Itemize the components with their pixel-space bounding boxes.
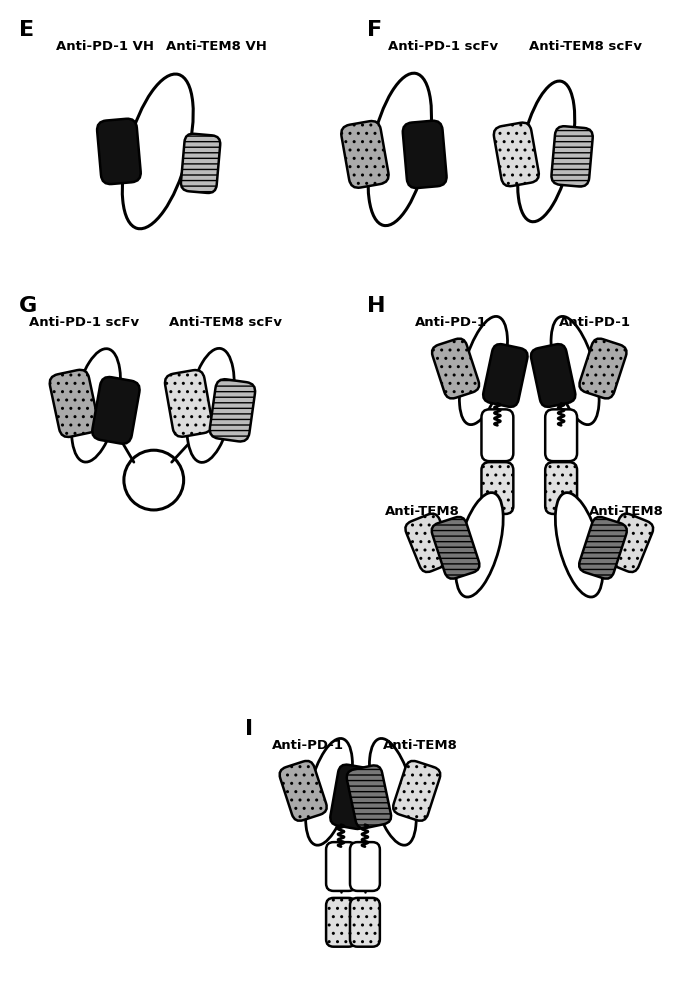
FancyBboxPatch shape [97, 119, 141, 184]
FancyBboxPatch shape [405, 514, 454, 572]
Text: E: E [19, 20, 35, 40]
FancyBboxPatch shape [50, 370, 99, 437]
Ellipse shape [555, 493, 603, 597]
FancyBboxPatch shape [545, 409, 577, 461]
FancyBboxPatch shape [531, 344, 575, 407]
Ellipse shape [71, 349, 121, 462]
FancyBboxPatch shape [350, 898, 380, 947]
FancyBboxPatch shape [482, 409, 514, 461]
Ellipse shape [518, 81, 575, 222]
FancyBboxPatch shape [483, 344, 527, 407]
Text: Anti-TEM8 VH: Anti-TEM8 VH [166, 40, 266, 53]
Text: Anti-TEM8: Anti-TEM8 [383, 739, 458, 752]
Text: I: I [246, 719, 253, 739]
Text: G: G [19, 296, 37, 316]
Ellipse shape [459, 316, 507, 425]
Text: Anti-PD-1: Anti-PD-1 [559, 316, 631, 329]
FancyBboxPatch shape [350, 842, 380, 891]
Text: Anti-PD-1 scFv: Anti-PD-1 scFv [29, 316, 139, 329]
FancyBboxPatch shape [604, 514, 653, 572]
FancyBboxPatch shape [403, 121, 447, 188]
Text: Anti-TEM8 scFv: Anti-TEM8 scFv [169, 316, 282, 329]
FancyBboxPatch shape [482, 462, 514, 514]
Ellipse shape [122, 74, 193, 229]
FancyBboxPatch shape [432, 517, 480, 579]
FancyBboxPatch shape [181, 134, 220, 193]
Ellipse shape [305, 738, 353, 845]
FancyBboxPatch shape [326, 842, 356, 891]
FancyBboxPatch shape [210, 379, 255, 442]
FancyBboxPatch shape [326, 898, 356, 947]
FancyBboxPatch shape [341, 121, 389, 188]
Text: Anti-TEM8 scFv: Anti-TEM8 scFv [530, 40, 642, 53]
Text: Anti-TEM8: Anti-TEM8 [385, 505, 459, 518]
Text: Anti-PD-1: Anti-PD-1 [415, 316, 486, 329]
FancyBboxPatch shape [432, 339, 479, 399]
FancyBboxPatch shape [545, 462, 577, 514]
Ellipse shape [187, 348, 235, 462]
FancyBboxPatch shape [92, 377, 139, 444]
FancyBboxPatch shape [347, 765, 391, 828]
FancyBboxPatch shape [579, 517, 627, 579]
Text: H: H [367, 296, 385, 316]
Ellipse shape [551, 316, 599, 425]
FancyBboxPatch shape [165, 370, 212, 437]
Ellipse shape [456, 493, 503, 597]
FancyBboxPatch shape [494, 123, 539, 186]
Ellipse shape [369, 738, 416, 845]
FancyBboxPatch shape [393, 761, 440, 821]
Text: Anti-TEM8: Anti-TEM8 [589, 505, 664, 518]
Text: F: F [367, 20, 382, 40]
Circle shape [124, 450, 184, 510]
Text: Anti-PD-1: Anti-PD-1 [272, 739, 344, 752]
Ellipse shape [368, 73, 432, 226]
FancyBboxPatch shape [330, 765, 373, 829]
Text: Anti-PD-1 VH: Anti-PD-1 VH [56, 40, 154, 53]
FancyBboxPatch shape [280, 761, 327, 821]
FancyBboxPatch shape [552, 126, 593, 187]
Text: Anti-PD-1 scFv: Anti-PD-1 scFv [388, 40, 498, 53]
FancyBboxPatch shape [579, 339, 627, 399]
